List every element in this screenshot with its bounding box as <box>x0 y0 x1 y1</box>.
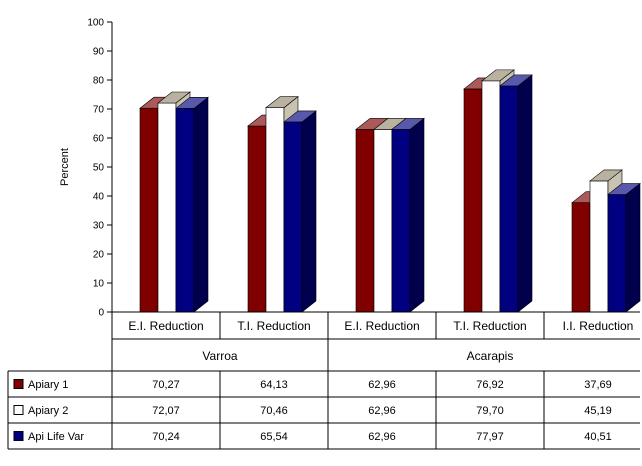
bar-side <box>301 110 317 313</box>
legend-label: Apiary 1 <box>28 379 68 391</box>
y-tick-label: 20 <box>93 250 105 261</box>
bar-side <box>517 74 533 313</box>
y-tick-label: 40 <box>93 192 105 203</box>
bar-top <box>157 91 191 104</box>
x-category-label: T.I. Reduction <box>453 319 526 333</box>
y-tick-label: 10 <box>93 279 105 290</box>
bar <box>571 202 591 313</box>
bar-top <box>481 69 515 82</box>
bar <box>139 107 159 313</box>
x-category-label: T.I. Reduction <box>237 319 310 333</box>
x-group-label: Acarapis <box>467 349 514 363</box>
bar-top <box>607 183 641 195</box>
legend-swatch <box>13 431 24 441</box>
y-tick-label: 50 <box>93 163 105 174</box>
bar <box>607 194 627 313</box>
bar <box>265 107 285 313</box>
y-tick-label: 70 <box>93 105 105 116</box>
bar-top <box>265 96 299 108</box>
table-value: 72,07 <box>152 405 180 417</box>
bar-top <box>175 97 209 109</box>
y-tick-label: 90 <box>93 47 105 58</box>
table-value: 76,92 <box>476 379 504 391</box>
table-value: 64,13 <box>260 379 288 391</box>
x-category-label: I.I. Reduction <box>563 319 634 333</box>
bar <box>175 108 195 313</box>
bar <box>463 88 483 313</box>
bar <box>355 129 375 313</box>
x-category-label: E.I. Reduction <box>344 319 419 333</box>
y-tick-label: 60 <box>93 134 105 145</box>
x-group-label: Varroa <box>202 349 237 363</box>
y-tick-label: 30 <box>93 221 105 232</box>
y-tick-label: 0 <box>98 308 104 319</box>
bar <box>589 180 609 313</box>
bar-top <box>391 118 425 130</box>
bar <box>499 85 519 313</box>
bar-top <box>283 110 317 123</box>
bar <box>373 129 393 313</box>
bar-side <box>409 117 425 313</box>
table-value: 70,46 <box>260 405 288 417</box>
table-value: 62,96 <box>368 405 396 417</box>
bar <box>391 129 411 313</box>
legend-swatch <box>13 405 24 415</box>
table-value: 62,96 <box>368 379 396 391</box>
y-tick-label: 100 <box>87 18 104 29</box>
bar-side <box>625 182 641 313</box>
y-tick-label: 80 <box>93 76 105 87</box>
bar <box>157 102 177 313</box>
table-value: 40,51 <box>584 431 612 443</box>
table-value: 70,27 <box>152 379 180 391</box>
table-value: 45,19 <box>584 405 612 417</box>
bar-side <box>193 96 209 313</box>
table-value: 37,69 <box>584 379 612 391</box>
bar <box>481 80 501 313</box>
legend-label: Apiary 2 <box>28 405 68 417</box>
legend-swatch <box>13 379 24 389</box>
table-value: 65,54 <box>260 431 288 443</box>
y-axis-label: Percent <box>59 148 71 186</box>
table-value: 62,96 <box>368 431 396 443</box>
legend-label: Api Life Var <box>28 431 84 443</box>
bar-top <box>499 74 533 87</box>
bar-top <box>589 169 623 182</box>
x-category-label: E.I. Reduction <box>128 319 203 333</box>
table-value: 79,70 <box>476 405 504 417</box>
table-value: 70,24 <box>152 431 180 443</box>
bar <box>247 125 267 313</box>
bar <box>283 121 303 313</box>
table-value: 77,97 <box>476 431 504 443</box>
